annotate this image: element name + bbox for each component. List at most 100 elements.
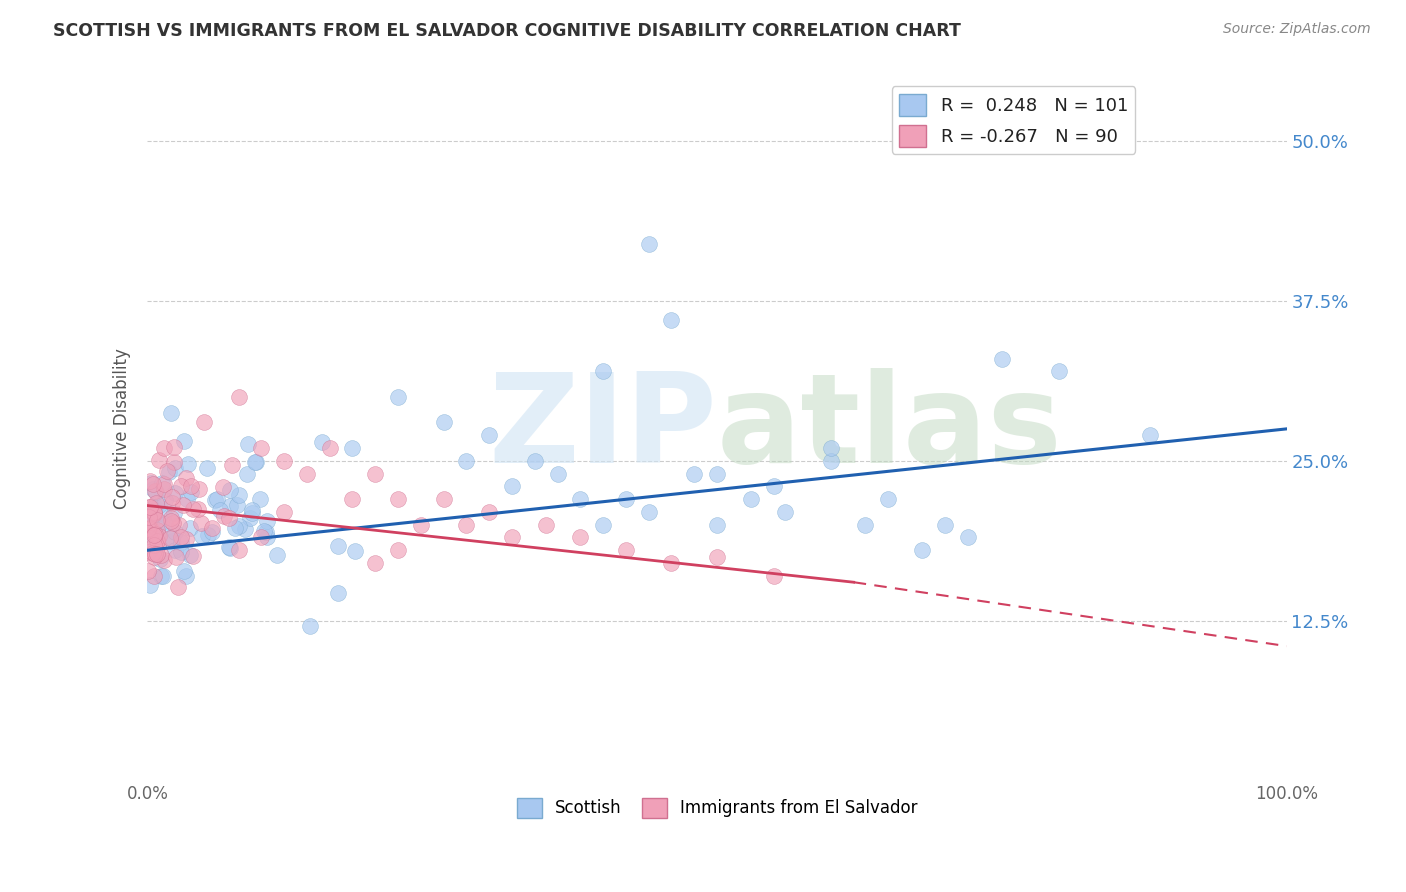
Point — [661, 313, 683, 327]
Point — [344, 544, 367, 558]
Point — [163, 543, 186, 558]
Point — [762, 479, 785, 493]
Point — [228, 488, 250, 502]
Point — [170, 535, 193, 549]
Point — [820, 441, 842, 455]
Point — [139, 522, 162, 536]
Point — [592, 517, 614, 532]
Point — [240, 506, 263, 520]
Point — [298, 619, 321, 633]
Point — [148, 537, 170, 551]
Point — [934, 517, 956, 532]
Point — [150, 475, 173, 490]
Point — [820, 454, 842, 468]
Point — [163, 507, 186, 521]
Point — [162, 496, 184, 510]
Point — [138, 520, 160, 534]
Point — [225, 498, 247, 512]
Point — [387, 390, 409, 404]
Point — [149, 548, 172, 562]
Point — [153, 477, 176, 491]
Point — [143, 547, 166, 561]
Point — [143, 507, 166, 521]
Point — [174, 568, 197, 582]
Point — [683, 467, 706, 481]
Point — [153, 516, 176, 531]
Point — [150, 569, 173, 583]
Point — [637, 236, 659, 251]
Point — [173, 434, 195, 449]
Point — [409, 517, 432, 532]
Point — [256, 530, 278, 544]
Point — [478, 428, 501, 442]
Point — [136, 522, 159, 536]
Point — [273, 505, 295, 519]
Point — [159, 532, 181, 546]
Point — [637, 505, 659, 519]
Point — [156, 464, 179, 478]
Point — [218, 540, 240, 554]
Point — [501, 531, 523, 545]
Text: atlas: atlas — [717, 368, 1063, 490]
Point — [177, 457, 200, 471]
Point — [250, 531, 273, 545]
Point — [163, 461, 186, 475]
Point — [157, 465, 180, 479]
Point — [201, 524, 224, 539]
Point — [160, 491, 183, 505]
Point — [569, 492, 592, 507]
Point — [148, 529, 170, 543]
Point — [180, 479, 202, 493]
Point — [139, 474, 162, 488]
Point — [146, 548, 169, 562]
Point — [174, 532, 197, 546]
Point — [762, 569, 785, 583]
Point — [165, 525, 187, 540]
Point — [197, 527, 219, 541]
Point — [328, 539, 350, 553]
Point — [249, 491, 271, 506]
Point — [364, 467, 387, 481]
Point — [311, 435, 333, 450]
Point — [190, 516, 212, 530]
Point — [159, 514, 181, 528]
Point — [145, 500, 167, 515]
Point — [149, 516, 172, 531]
Point — [212, 480, 235, 494]
Point — [218, 510, 240, 524]
Point — [163, 485, 186, 500]
Point — [387, 543, 409, 558]
Point — [295, 467, 318, 481]
Text: Source: ZipAtlas.com: Source: ZipAtlas.com — [1223, 22, 1371, 37]
Point — [240, 503, 263, 517]
Point — [152, 568, 174, 582]
Point — [1047, 364, 1070, 378]
Point — [432, 416, 454, 430]
Text: ZIP: ZIP — [488, 368, 717, 490]
Point — [245, 455, 267, 469]
Point — [138, 510, 160, 524]
Point — [146, 533, 169, 548]
Point — [991, 351, 1014, 366]
Point — [145, 484, 167, 499]
Point — [179, 548, 201, 562]
Point — [534, 517, 557, 532]
Point — [173, 564, 195, 578]
Point — [146, 527, 169, 541]
Point — [219, 483, 242, 497]
Point — [239, 511, 262, 525]
Point — [387, 492, 409, 507]
Point — [740, 492, 762, 507]
Point — [142, 546, 165, 560]
Point — [219, 499, 242, 513]
Text: SCOTTISH VS IMMIGRANTS FROM EL SALVADOR COGNITIVE DISABILITY CORRELATION CHART: SCOTTISH VS IMMIGRANTS FROM EL SALVADOR … — [53, 22, 962, 40]
Y-axis label: Cognitive Disability: Cognitive Disability — [114, 349, 131, 509]
Point — [221, 458, 243, 472]
Point — [956, 531, 979, 545]
Point — [478, 505, 501, 519]
Point — [209, 502, 232, 516]
Point — [191, 529, 214, 543]
Point — [146, 533, 169, 548]
Point — [167, 580, 190, 594]
Point — [193, 416, 215, 430]
